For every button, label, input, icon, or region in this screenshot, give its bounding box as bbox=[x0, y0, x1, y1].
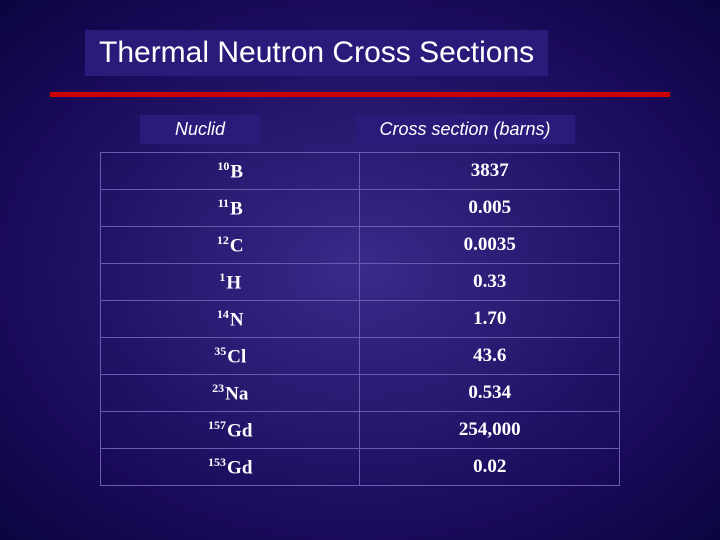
value-cell: 0.33 bbox=[360, 264, 620, 301]
nuclide-cell: 35Cl bbox=[101, 338, 360, 375]
value-cell: 0.02 bbox=[360, 449, 620, 486]
nuclide-cell: 157Gd bbox=[101, 412, 360, 449]
table-row: 1H0.33 bbox=[101, 264, 620, 301]
table-header-row: Nuclid Cross section (barns) bbox=[100, 115, 620, 144]
value-cell: 0.0035 bbox=[360, 227, 620, 264]
cross-sections-table: 10B383711B0.00512C0.00351H0.3314N1.7035C… bbox=[100, 152, 620, 486]
column-header-nuclide: Nuclid bbox=[140, 115, 260, 144]
value-cell: 43.6 bbox=[360, 338, 620, 375]
table-row: 11B0.005 bbox=[101, 190, 620, 227]
table-row: 153Gd0.02 bbox=[101, 449, 620, 486]
nuclide-cell: 153Gd bbox=[101, 449, 360, 486]
nuclide-cell: 14N bbox=[101, 301, 360, 338]
value-cell: 1.70 bbox=[360, 301, 620, 338]
column-header-cross-section: Cross section (barns) bbox=[355, 115, 575, 144]
value-cell: 0.005 bbox=[360, 190, 620, 227]
nuclide-cell: 12C bbox=[101, 227, 360, 264]
table-row: 35Cl43.6 bbox=[101, 338, 620, 375]
nuclide-cell: 11B bbox=[101, 190, 360, 227]
table-row: 23Na0.534 bbox=[101, 375, 620, 412]
value-cell: 3837 bbox=[360, 153, 620, 190]
slide-title: Thermal Neutron Cross Sections bbox=[85, 30, 548, 76]
table-row: 14N1.70 bbox=[101, 301, 620, 338]
nuclide-cell: 1H bbox=[101, 264, 360, 301]
value-cell: 0.534 bbox=[360, 375, 620, 412]
nuclide-cell: 23Na bbox=[101, 375, 360, 412]
table-row: 157Gd254,000 bbox=[101, 412, 620, 449]
nuclide-cell: 10B bbox=[101, 153, 360, 190]
table-row: 10B3837 bbox=[101, 153, 620, 190]
table-row: 12C0.0035 bbox=[101, 227, 620, 264]
title-underline bbox=[50, 92, 670, 97]
value-cell: 254,000 bbox=[360, 412, 620, 449]
